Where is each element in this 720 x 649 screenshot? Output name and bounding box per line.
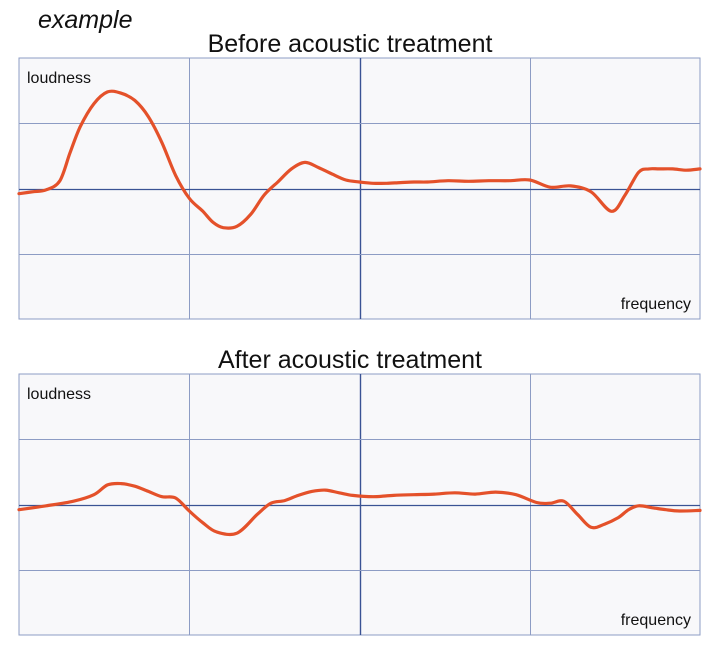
plot-background — [18, 373, 701, 636]
series-line — [17, 89, 702, 230]
x-axis-label: frequency — [621, 296, 691, 313]
chart-panel-before: loudness frequency — [17, 57, 702, 320]
y-axis-label: loudness — [27, 386, 91, 403]
chart-title-after: After acoustic treatment — [217, 346, 482, 374]
example-label: example — [38, 6, 133, 34]
series-line — [17, 481, 702, 537]
chart-panel-after: loudness frequency — [17, 373, 702, 636]
chart-svg-after: loudness frequency — [17, 373, 702, 636]
grid-lines — [19, 374, 700, 635]
x-axis-label: frequency — [621, 612, 691, 629]
chart-title-before: Before acoustic treatment — [207, 30, 493, 58]
y-axis-label: loudness — [27, 70, 91, 87]
plot-background — [18, 57, 701, 320]
chart-svg-before: loudness frequency — [17, 57, 702, 320]
